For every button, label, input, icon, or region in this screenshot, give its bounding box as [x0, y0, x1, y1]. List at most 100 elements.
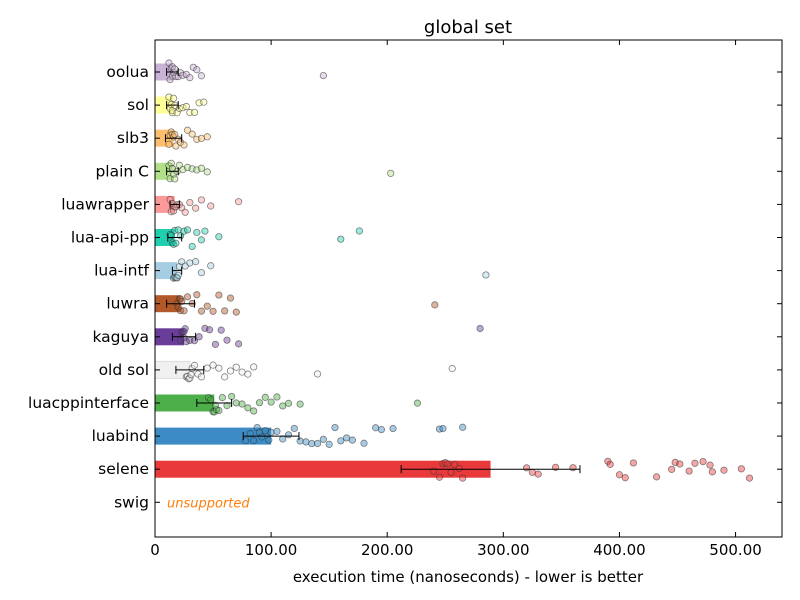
sample-point	[232, 308, 240, 316]
sample-point	[183, 126, 192, 134]
sample-point	[172, 72, 180, 81]
sample-point	[209, 307, 217, 315]
sample-point	[279, 435, 287, 443]
sample-point	[261, 427, 269, 435]
series-selene	[155, 457, 754, 482]
sample-point	[337, 437, 345, 445]
sample-point	[685, 467, 693, 475]
sample-point	[313, 370, 322, 378]
sample-point	[241, 437, 250, 445]
category-label: lua-api-pp	[71, 229, 149, 247]
series-oolua	[155, 59, 327, 84]
chart-title: global set	[424, 17, 512, 38]
sample-point	[606, 460, 614, 468]
sample-point	[360, 439, 368, 447]
sample-point	[228, 392, 236, 401]
category-label: sol	[127, 96, 149, 114]
sample-point	[255, 399, 264, 407]
sample-point	[482, 271, 490, 279]
sample-point	[207, 396, 215, 404]
sample-point	[188, 242, 196, 251]
sample-point	[448, 364, 456, 373]
sample-point	[197, 134, 206, 142]
sample-point	[232, 363, 240, 371]
sample-point	[165, 140, 173, 148]
sample-point	[201, 227, 209, 235]
x-tick-label: 500.00	[709, 541, 762, 559]
sample-point	[325, 440, 333, 448]
sample-point	[261, 393, 269, 401]
sample-point	[652, 473, 661, 481]
sample-point	[455, 464, 463, 473]
series-plain-C	[155, 159, 395, 183]
sample-point	[223, 336, 231, 344]
series-kaguya	[155, 324, 484, 348]
sample-point	[183, 226, 192, 234]
sample-point	[319, 71, 327, 80]
sample-point	[186, 74, 194, 82]
category-label: selene	[98, 460, 149, 478]
sample-point	[172, 239, 180, 247]
bar	[155, 162, 173, 180]
series-swig: unsupported	[167, 496, 250, 511]
sample-point	[223, 402, 231, 410]
bar	[155, 394, 215, 412]
sample-point	[209, 361, 217, 369]
sample-point	[302, 438, 310, 446]
plot-area: unsupported	[154, 39, 783, 538]
sample-point	[476, 324, 484, 333]
series-old-sol	[154, 360, 456, 383]
sample-point	[193, 66, 201, 74]
sample-point	[235, 340, 243, 348]
sample-point	[186, 259, 194, 267]
sample-point	[197, 196, 206, 204]
sample-point	[197, 164, 206, 172]
sample-point	[187, 371, 195, 379]
sample-point	[244, 404, 252, 412]
sample-point	[691, 459, 699, 467]
sample-point	[215, 233, 223, 241]
sample-point	[207, 262, 215, 270]
sample-point	[215, 406, 223, 415]
sample-point	[197, 307, 206, 315]
sample-point	[337, 235, 345, 243]
sample-point	[221, 373, 229, 381]
sample-point	[203, 168, 211, 176]
series-lua-api-pp	[155, 226, 363, 251]
sample-point	[181, 208, 189, 216]
sample-point	[232, 399, 240, 407]
sample-point	[308, 439, 316, 448]
bar	[155, 262, 178, 280]
sample-point	[348, 436, 356, 444]
sample-point	[217, 326, 225, 334]
sample-point	[182, 102, 190, 111]
bar	[155, 328, 185, 346]
series-luawrapper	[155, 195, 243, 216]
sample-point	[745, 474, 754, 482]
sample-point	[443, 460, 452, 468]
sample-point	[192, 258, 200, 266]
sample-point	[284, 431, 293, 439]
sample-point	[629, 459, 637, 467]
sample-point	[197, 72, 206, 80]
x-tick-label: 200.00	[361, 541, 414, 559]
category-label: luabind	[92, 427, 149, 445]
sample-point	[377, 425, 386, 434]
sample-point	[178, 297, 186, 306]
bar	[155, 229, 175, 246]
sample-point	[313, 439, 322, 448]
sample-point	[296, 400, 304, 408]
sample-point	[211, 340, 219, 348]
series-sol	[155, 93, 208, 117]
sample-point	[197, 269, 206, 277]
x-axis-label: execution time (nanoseconds) - lower is …	[293, 568, 644, 586]
unsupported-label: unsupported	[167, 496, 250, 511]
category-label: luwra	[106, 295, 149, 313]
sample-point	[190, 361, 199, 369]
sample-point	[267, 428, 275, 436]
sample-point	[173, 109, 181, 117]
sample-point	[246, 430, 254, 438]
series-luacppinterface	[155, 392, 422, 416]
x-tick-label: 0	[150, 541, 160, 559]
